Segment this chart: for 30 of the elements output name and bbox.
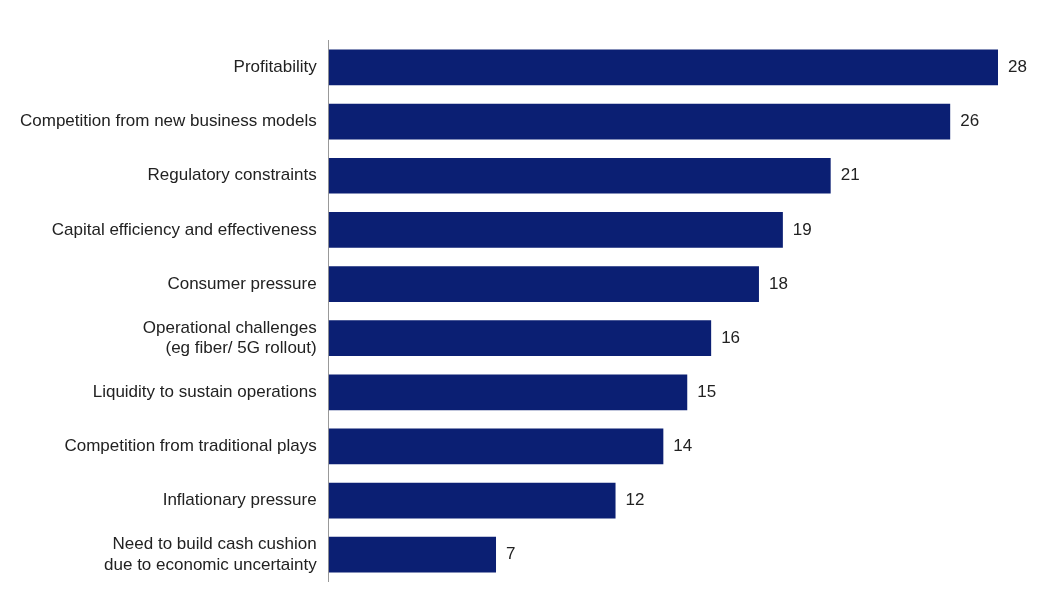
bar <box>328 482 616 519</box>
data-label: 28 <box>1008 57 1027 77</box>
data-label: 19 <box>792 219 812 239</box>
bar <box>328 49 998 86</box>
y-tick-label: Need to build cash cushion due to economic uncertainty <box>104 534 318 574</box>
y-tick-label: Operational challenges (eg fiber/ 5G rollout) <box>142 317 317 358</box>
bar <box>328 103 951 140</box>
y-tick-label: Profitability <box>233 57 318 77</box>
y-tick-label: Liquidity to sustain operations <box>92 382 317 401</box>
data-label: 15 <box>697 382 717 401</box>
bar <box>328 212 783 248</box>
bar <box>328 536 497 573</box>
data-label: 7 <box>506 544 516 564</box>
bar <box>328 320 712 357</box>
y-tick-label: Competition from traditional plays <box>64 436 317 456</box>
data-label: 21 <box>840 165 860 185</box>
bar <box>328 266 759 302</box>
bar <box>328 157 831 194</box>
data-label: 12 <box>625 490 645 510</box>
data-label: 14 <box>673 436 693 456</box>
y-tick-label: Competition from new business models <box>20 111 317 131</box>
y-tick-label: Capital efficiency and effectiveness <box>51 219 317 239</box>
bar <box>328 428 664 465</box>
data-label: 18 <box>768 273 788 293</box>
y-tick-label: Consumer pressure <box>167 273 317 293</box>
y-tick-label: Regulatory constraints <box>147 165 317 185</box>
data-label: 16 <box>721 327 741 347</box>
data-label: 26 <box>960 111 980 131</box>
bar <box>328 374 688 411</box>
y-tick-label: Inflationary pressure <box>162 490 317 510</box>
